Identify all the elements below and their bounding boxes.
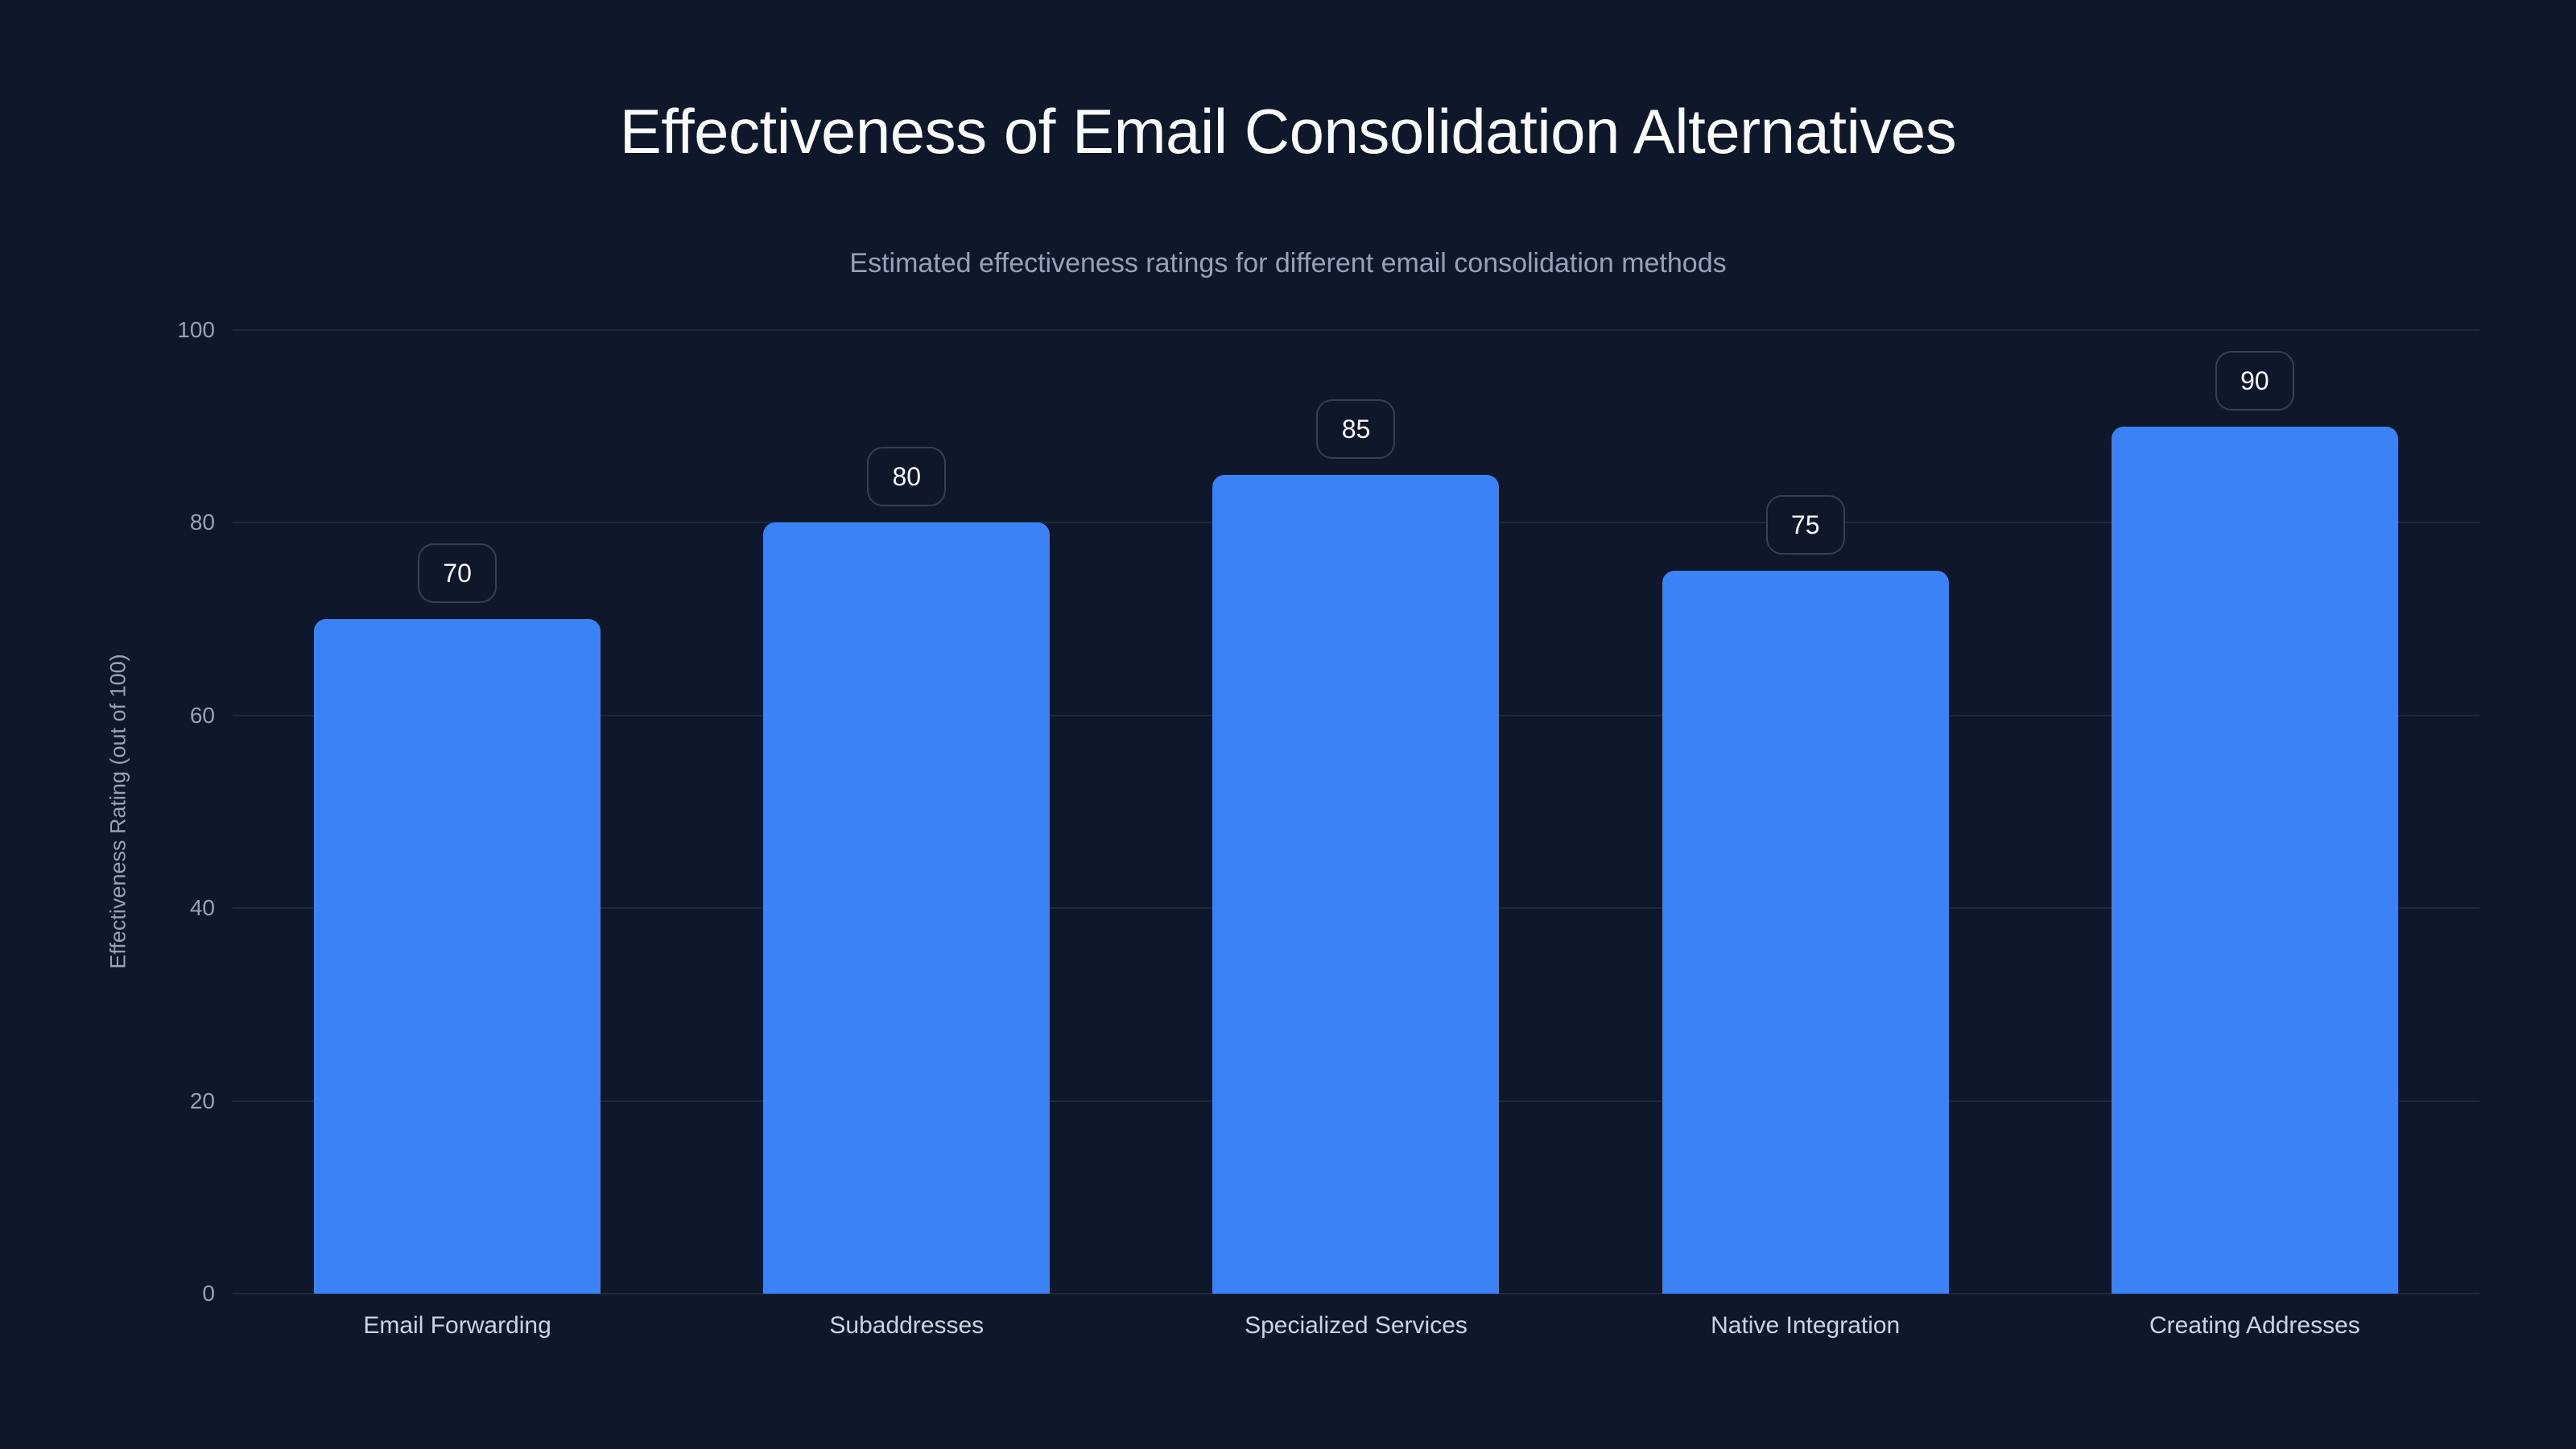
y-tick-100: 100 [177,317,215,342]
value-label: 80 [867,447,947,507]
gridline-100 [233,329,2479,331]
x-tick-label: Creating Addresses [2149,1312,2360,1339]
y-tick-20: 20 [189,1088,215,1113]
x-tick-label: Subaddresses [829,1312,985,1339]
bar-group-creating-addresses: 90 Creating Addresses [2030,330,2479,1339]
bar-group-subaddresses: 80 Subaddresses [682,330,1131,1339]
chart-title: Effectiveness of Email Consolidation Alt… [619,96,1957,167]
bar-group-native-integration: 75 Native Integration [1581,330,2030,1339]
value-label: 90 [2215,350,2294,411]
bar-specialized-services[interactable] [1212,474,1500,1294]
y-tick-80: 80 [189,510,215,535]
bar-group-specialized-services: 85 Specialized Services [1131,330,1580,1339]
bar-email-forwarding[interactable] [314,619,601,1294]
x-tick-label: Email Forwarding [363,1312,551,1339]
chart-subtitle: Estimated effectiveness ratings for diff… [849,248,1727,279]
bar-group-email-forwarding: 70 Email Forwarding [233,330,682,1339]
plot-area: 100 80 60 40 20 0 70 Email Forwarding 80… [177,317,2479,1339]
x-tick-label: Native Integration [1711,1312,1901,1339]
bar-subaddresses[interactable] [763,522,1051,1294]
y-tick-40: 40 [189,895,215,921]
y-tick-0: 0 [202,1281,215,1306]
x-axis-line [233,1293,2479,1294]
bar-creating-addresses[interactable] [2111,426,2398,1294]
x-tick-label: Specialized Services [1245,1312,1468,1339]
value-label: 70 [418,543,497,604]
value-label: 75 [1765,495,1845,555]
bar-native-integration[interactable] [1662,571,1949,1294]
y-axis-label: Effectiveness Rating (out of 100) [105,654,130,969]
value-label: 85 [1316,398,1396,459]
y-tick-60: 60 [189,702,215,728]
